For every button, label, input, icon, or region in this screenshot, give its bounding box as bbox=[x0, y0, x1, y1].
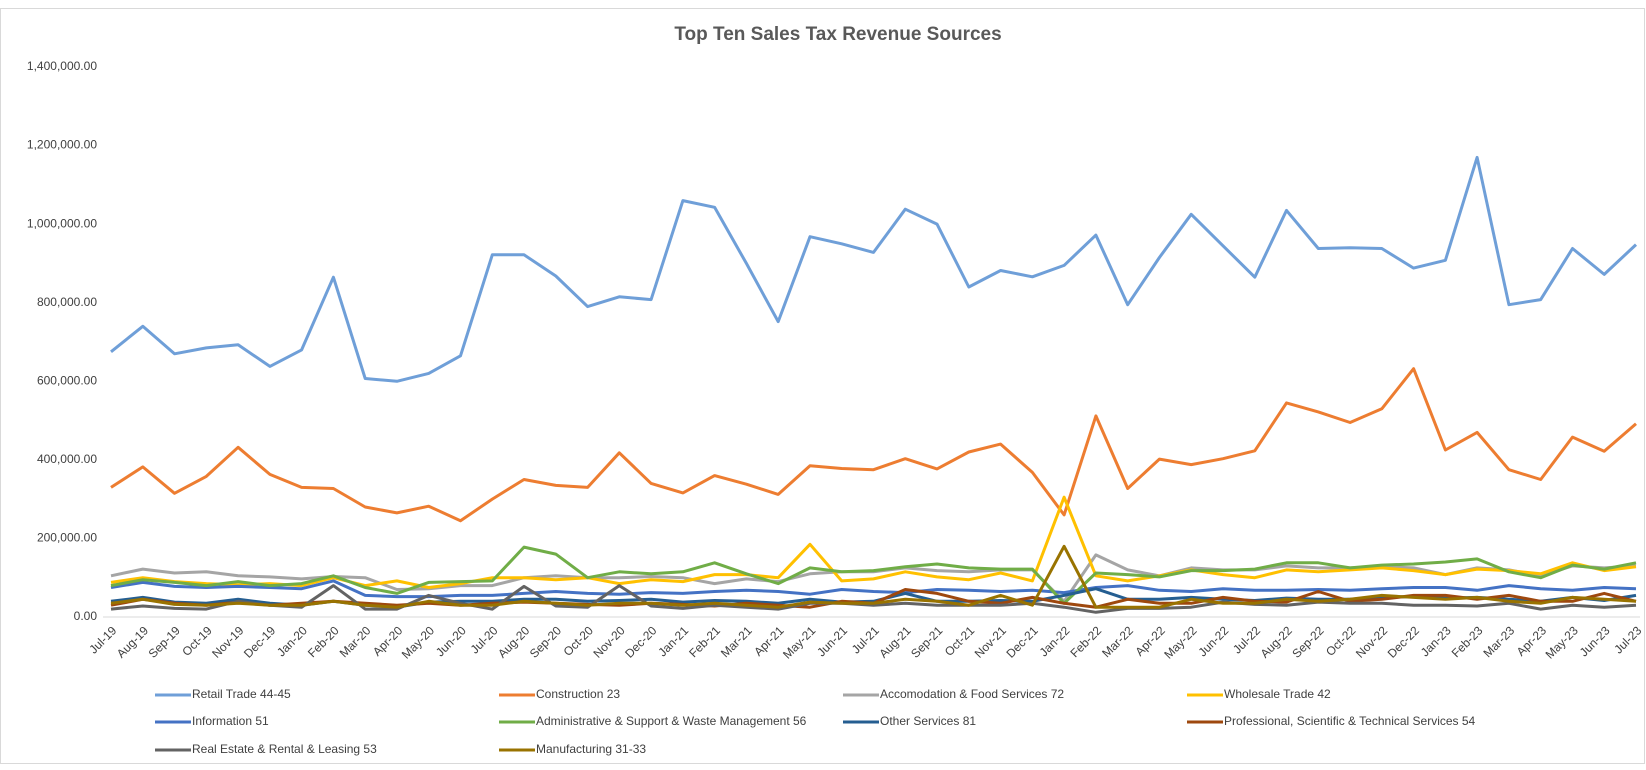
y-tick-label: 1,200,000.00 bbox=[27, 138, 97, 152]
series-line bbox=[110, 544, 1637, 609]
legend-label: Other Services 81 bbox=[880, 714, 976, 728]
y-tick-label: 200,000.00 bbox=[37, 531, 97, 545]
legend-label: Administrative & Support & Waste Managem… bbox=[536, 714, 807, 728]
legend-label: Real Estate & Rental & Leasing 53 bbox=[192, 742, 377, 756]
series-line bbox=[110, 579, 1637, 599]
y-tick-label: 400,000.00 bbox=[37, 452, 97, 466]
legend-label: Wholesale Trade 42 bbox=[1224, 687, 1331, 701]
y-tick-label: 1,000,000.00 bbox=[27, 216, 97, 230]
legend-label: Construction 23 bbox=[536, 687, 620, 701]
series-line bbox=[110, 155, 1638, 383]
y-tick-label: 0.00 bbox=[74, 609, 98, 623]
series-line bbox=[110, 495, 1637, 589]
series-line bbox=[110, 545, 1637, 605]
legend-label: Accomodation & Food Services 72 bbox=[880, 687, 1064, 701]
legend-label: Retail Trade 44-45 bbox=[192, 687, 291, 701]
legend-label: Information 51 bbox=[192, 714, 269, 728]
chart-title: Top Ten Sales Tax Revenue Sources bbox=[674, 24, 1001, 45]
y-tick-label: 600,000.00 bbox=[37, 373, 97, 387]
legend-label: Manufacturing 31-33 bbox=[536, 742, 646, 756]
chart-border bbox=[0, 8, 1645, 764]
y-tick-label: 1,400,000.00 bbox=[27, 59, 97, 73]
series-line bbox=[110, 584, 1637, 614]
y-tick-label: 800,000.00 bbox=[37, 295, 97, 309]
legend-label: Professional, Scientific & Technical Ser… bbox=[1224, 714, 1476, 728]
series-line bbox=[110, 367, 1637, 523]
